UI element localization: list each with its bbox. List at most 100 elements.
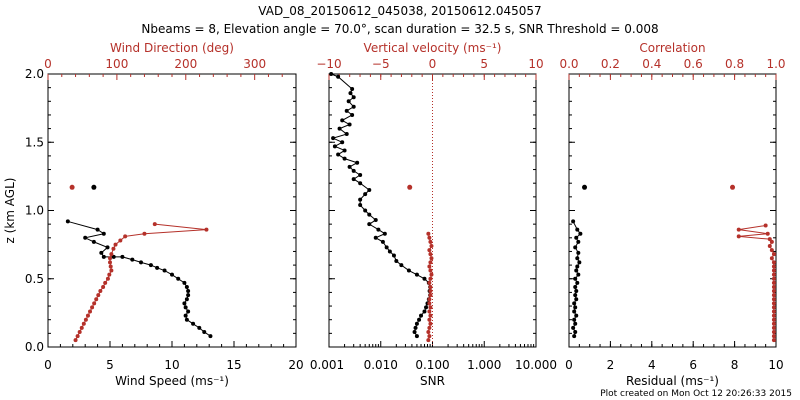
data-point [109,268,114,273]
data-point [348,91,353,96]
plot-frame [568,73,777,348]
data-point [573,284,578,289]
data-point [399,263,404,268]
data-point [428,284,433,289]
data-point [771,284,776,289]
plot-frame [328,73,537,348]
data-point [184,284,189,289]
data-point [94,297,99,302]
data-point [428,305,433,310]
y-tick-label: 0.0 [25,340,44,354]
data-point [186,289,191,294]
top-axis-label: Wind Direction (deg) [110,41,234,55]
data-point [186,309,191,314]
data-point [578,231,583,236]
top-tick-label: 0.8 [725,57,744,71]
data-point [337,126,342,131]
data-point [99,250,104,255]
data-point [576,239,581,244]
data-point [197,325,202,330]
data-point [358,197,363,202]
data-point [414,272,419,277]
top-tick-label: 300 [243,57,266,71]
data-point [771,252,776,257]
data-point [574,313,579,318]
data-point [427,235,432,240]
data-point [574,297,579,302]
data-point [351,168,356,173]
y-tick-label: 2.0 [25,67,44,81]
panel-wind: 0.0 0.5 1.0 1.5 2.0 z (km AGL) 0 5 10 15 20 Wind Sp… [3,41,304,388]
top-tick-label: −5 [372,57,390,71]
panel-snr: 0.001 0.010 0.100 1.000 10.000 SNR −10 −5 0 5 10 Ve… [310,41,557,388]
data-point [391,253,396,258]
data-point [771,280,776,285]
data-point [736,234,741,239]
x-tick-label: 2 [607,358,615,372]
data-point [120,254,125,259]
data-point [111,254,116,259]
x-tick-label: 10.000 [515,358,557,372]
plot-frame [47,73,297,348]
data-point [363,208,368,213]
x-tick-label: 0 [565,358,573,372]
x-tick-label: 0 [44,358,52,372]
data-point [350,87,355,92]
data-point [332,144,337,149]
data-point [422,276,427,281]
data-point [427,325,432,330]
y-tick-label: 1.0 [25,204,44,218]
data-point [101,254,106,259]
data-point [148,263,153,268]
data-point [183,313,188,318]
data-point [336,152,341,157]
data-point [771,338,776,343]
data-point [771,313,776,318]
data-point [575,280,580,285]
data-point [85,313,90,318]
x-tick-label: 6 [689,358,697,372]
data-point [358,173,363,178]
data-point [367,212,372,217]
data-point [428,321,433,326]
data-point [331,136,336,141]
data-point [771,297,776,302]
data-point [367,188,372,193]
data-point [347,164,352,169]
data-point [771,334,776,339]
data-point [428,293,433,298]
data-point [771,272,776,277]
data-point [428,260,433,265]
data-point [367,222,372,227]
data-point [573,245,578,250]
data-point [109,252,114,257]
data-point-isolated [582,184,588,190]
data-point [95,227,100,232]
x-tick-label: 8 [731,358,739,372]
data-point [429,272,434,277]
data-point [573,276,578,281]
y-tick-label: 1.5 [25,135,44,149]
top-tick-label: 10 [528,57,543,71]
data-point [347,122,352,127]
data-point [204,227,209,232]
data-point [771,325,776,330]
data-point [771,329,776,334]
data-point [186,293,191,298]
data-point [576,250,581,255]
plot-created-note: Plot created on Mon Oct 12 20:26:33 2015 [600,389,792,399]
data-point [428,289,433,294]
data-point [736,227,741,232]
data-point [342,148,347,153]
top-tick-label: 200 [174,57,197,71]
data-point [344,108,349,113]
data-point [77,329,82,334]
data-point [422,309,427,314]
data-point [340,118,345,123]
data-point [79,325,84,330]
top-tick-label: −10 [316,57,341,71]
data-point [571,325,576,330]
data-point [572,301,577,306]
top-tick-label: 0.6 [684,57,703,71]
data-point [363,192,368,197]
